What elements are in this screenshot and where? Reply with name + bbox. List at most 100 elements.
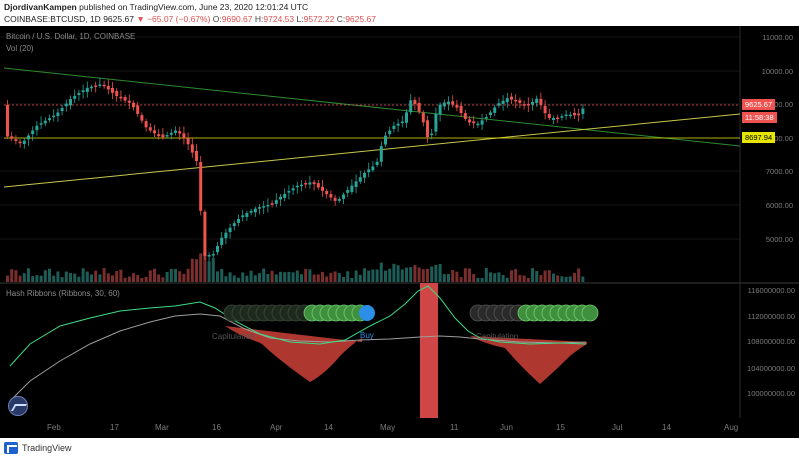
candle-body	[337, 199, 341, 201]
volume-bar	[342, 277, 345, 282]
hash-slow-line	[9, 313, 587, 402]
price-tick-label: 7000.00	[766, 167, 793, 176]
candle-body	[224, 232, 228, 239]
volume-bar	[573, 272, 576, 282]
author-name[interactable]: DjordivanKampen	[4, 2, 77, 12]
capitulation-highlight	[420, 283, 438, 418]
volume-bar	[224, 276, 228, 282]
volume-bar	[295, 270, 299, 282]
volume-bar	[127, 276, 131, 282]
candle-body	[220, 237, 224, 245]
ribbon-dots	[223, 304, 599, 322]
volume-bar	[396, 265, 400, 282]
xaxis-label: 17	[110, 423, 119, 432]
volume-bar	[543, 270, 547, 282]
candle-body	[165, 135, 169, 137]
volume-bar	[350, 277, 354, 282]
chart-area[interactable]: 11000.00 10000.00 9000.00 8000.00 7000.00 600…	[0, 26, 799, 418]
candle-body	[413, 99, 417, 105]
volume-bar	[249, 270, 253, 282]
volume-bar	[111, 275, 114, 282]
candle-body	[371, 166, 375, 171]
candle-body	[178, 131, 182, 134]
volume-bar	[102, 268, 106, 282]
candle-body	[564, 114, 568, 117]
volume-bar	[274, 274, 278, 282]
candle-body	[539, 98, 543, 105]
tradingview-chart-icon[interactable]	[8, 396, 28, 416]
candle-body	[442, 102, 446, 107]
brand-logo[interactable]: TradingView	[4, 442, 72, 454]
candle-body	[249, 210, 253, 213]
candle-body	[556, 117, 560, 120]
publish-header: DjordivanKampen published on TradingView…	[0, 0, 799, 26]
volume-bar	[245, 275, 249, 282]
volume-bar	[308, 269, 312, 282]
volume-bar	[375, 269, 379, 282]
candle-body	[379, 146, 383, 162]
volume-bar	[148, 270, 152, 282]
volume-bar	[43, 270, 47, 282]
volume-bar	[22, 273, 26, 282]
candle-body	[434, 113, 438, 132]
volume-bar	[505, 277, 509, 282]
candle-body	[10, 136, 14, 139]
time-axis: Feb 17 Mar 16 Apr 14 May 11 Jun 15 Jul 1…	[0, 418, 799, 438]
candle-body	[127, 100, 131, 103]
candle-body	[174, 130, 177, 133]
candle-body	[81, 90, 85, 93]
volume-bar	[547, 270, 551, 282]
volume-bar	[304, 268, 308, 282]
volume-bar	[312, 274, 316, 282]
capitulation-label-left: Capitulation	[212, 332, 255, 341]
high-value: 9724.53	[263, 14, 295, 24]
volume-bar	[568, 276, 572, 282]
price-tick-label: 8000.00	[766, 134, 793, 143]
hash-fast-line	[9, 285, 587, 367]
candle-body	[514, 99, 518, 102]
volume-bar	[484, 268, 488, 282]
volume-bar	[90, 274, 93, 282]
candle-body	[472, 121, 476, 124]
candle-body	[400, 121, 404, 124]
volume-bar	[241, 272, 245, 282]
price-chart[interactable]: 11000.00 10000.00 9000.00 8000.00 7000.00 600…	[0, 26, 799, 418]
xaxis-label: May	[380, 423, 396, 432]
candle-body	[216, 246, 219, 253]
indicator-tick-label: 104000000.00	[747, 364, 795, 373]
volume-bar	[514, 269, 518, 282]
volume-bar	[564, 276, 568, 282]
volume-bar	[333, 271, 337, 282]
volume-bar	[144, 276, 148, 282]
volume-bar	[354, 270, 358, 282]
volume-bar	[56, 271, 60, 282]
indicator-title: Hash Ribbons (Ribbons, 30, 60)	[6, 289, 120, 298]
volume-bar	[182, 273, 186, 282]
volume-bar	[531, 268, 534, 282]
xaxis-label: 14	[324, 423, 333, 432]
candle-body	[354, 181, 358, 187]
volume-bar	[207, 261, 211, 282]
buy-signal-dot[interactable]	[359, 305, 375, 321]
candle-body	[90, 86, 93, 89]
candle-body	[123, 97, 127, 101]
volume-bar	[169, 268, 173, 282]
volume-bar	[287, 271, 291, 282]
close-value: 9625.67	[345, 14, 376, 24]
candle-body	[346, 190, 350, 193]
xaxis-label: 15	[556, 423, 565, 432]
candle-body	[363, 173, 366, 178]
volume-bar	[388, 268, 392, 282]
candle-body	[39, 123, 43, 125]
candle-body	[568, 114, 572, 117]
candle-body	[497, 103, 501, 106]
candle-body	[505, 98, 509, 103]
volume-bar	[132, 273, 135, 282]
volume-bar	[489, 272, 492, 282]
volume-bar	[174, 269, 177, 282]
volume-bar	[409, 267, 413, 282]
volume-bar	[228, 272, 232, 282]
candle-body	[18, 141, 22, 144]
volume-bar	[262, 268, 266, 282]
candle-body	[300, 184, 303, 187]
